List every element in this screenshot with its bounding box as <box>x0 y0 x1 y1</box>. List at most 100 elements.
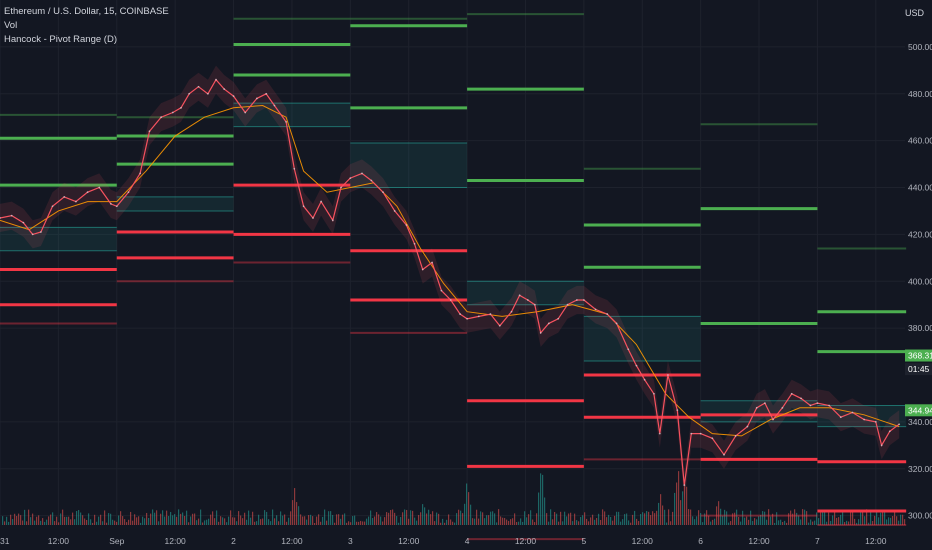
volume-bar <box>530 510 532 525</box>
volume-bar <box>168 516 170 525</box>
volume-bar <box>566 516 568 525</box>
price-point <box>293 167 296 170</box>
volume-bar <box>744 517 746 525</box>
volume-bar <box>432 511 434 525</box>
volume-bar <box>230 510 232 525</box>
volume-bar <box>818 518 820 525</box>
volume-bar <box>82 515 84 525</box>
volume-bar <box>874 515 876 525</box>
volume-bar <box>116 521 118 525</box>
volume-bar <box>496 522 498 525</box>
volume-bar <box>592 514 594 525</box>
price-point <box>723 453 725 456</box>
volume-bar <box>248 510 250 525</box>
x-tick-label: 7 <box>815 536 820 546</box>
volume-bar <box>210 514 212 525</box>
volume-bar <box>526 517 528 525</box>
volume-bar <box>570 512 572 525</box>
volume-bar <box>18 513 20 525</box>
volume-bar <box>520 518 522 525</box>
volume-bar <box>318 514 320 525</box>
volume-bar <box>112 519 114 525</box>
volume-bar <box>452 521 454 525</box>
volume-bar <box>714 518 716 525</box>
volume-bar <box>470 504 472 525</box>
volume-bar <box>814 520 816 525</box>
volume-bar <box>286 521 288 525</box>
volume-bar <box>710 521 712 525</box>
volume-bar <box>446 519 448 525</box>
volume-bar <box>392 509 394 525</box>
volume-bar <box>872 520 874 525</box>
volume-bar <box>586 518 588 525</box>
volume-bar <box>708 515 710 525</box>
volume-bar <box>398 522 400 525</box>
volume-bar <box>254 521 256 525</box>
volume-bar <box>250 517 252 525</box>
x-tick-label: Sep <box>109 536 124 546</box>
volume-bar <box>350 522 352 525</box>
x-tick-label: 12:00 <box>748 536 770 546</box>
price-point <box>180 106 182 109</box>
volume-bar <box>636 518 638 525</box>
volume-bar <box>494 513 496 525</box>
volume-bar <box>62 509 64 525</box>
volume-bar <box>878 517 880 525</box>
price-point <box>244 111 247 114</box>
volume-bar <box>788 513 790 525</box>
volume-bar <box>608 514 610 525</box>
x-tick-label: 12:00 <box>281 536 303 546</box>
price-point <box>851 411 854 414</box>
y-tick-label: 440.00 <box>908 183 932 193</box>
volume-bar <box>904 519 906 525</box>
volume-bar <box>50 514 52 525</box>
volume-bar <box>202 522 204 525</box>
volume-bar <box>886 519 888 525</box>
volume-bar <box>46 519 48 525</box>
price-point <box>115 205 118 208</box>
volume-bar <box>606 517 608 525</box>
volume-bar <box>712 519 714 525</box>
volume-bar <box>42 518 44 525</box>
price-point <box>466 317 468 320</box>
price-point <box>232 95 235 97</box>
volume-bar <box>456 513 458 525</box>
volume-bar <box>306 519 308 525</box>
volume-bar <box>86 519 88 525</box>
volume-bar <box>868 522 870 525</box>
x-tick-label: 12:00 <box>515 536 537 546</box>
volume-bar <box>158 521 160 525</box>
volume-bar <box>472 518 474 525</box>
volume-bar <box>484 518 486 525</box>
volume-bar <box>896 516 898 525</box>
volume-bar <box>798 515 800 525</box>
price-point <box>533 303 536 306</box>
volume-bar <box>532 519 534 525</box>
volume-bar <box>102 521 104 525</box>
volume-bar <box>830 520 832 525</box>
price-point <box>635 364 638 367</box>
volume-bar <box>384 517 386 525</box>
volume-bar <box>76 510 78 525</box>
volume-bar <box>28 509 30 525</box>
volume-bar <box>786 522 788 525</box>
price-point <box>658 432 661 435</box>
volume-bar <box>272 509 274 525</box>
volume-bar <box>172 515 174 525</box>
volume-bar <box>654 513 656 525</box>
volume-bar <box>468 492 470 525</box>
volume-bar <box>408 518 410 525</box>
volume-bar <box>738 516 740 525</box>
volume-bar <box>888 517 890 525</box>
pivot-study-label[interactable]: Hancock - Pivot Range (D) <box>4 34 117 45</box>
volume-study-label[interactable]: Vol <box>4 20 18 31</box>
volume-bar <box>176 516 178 525</box>
volume-bar <box>890 517 892 525</box>
volume-bar <box>374 516 376 525</box>
volume-bar <box>734 512 736 525</box>
volume-bar <box>784 520 786 525</box>
price-badge-label: 368.31 <box>908 351 932 361</box>
volume-bar <box>416 520 418 525</box>
